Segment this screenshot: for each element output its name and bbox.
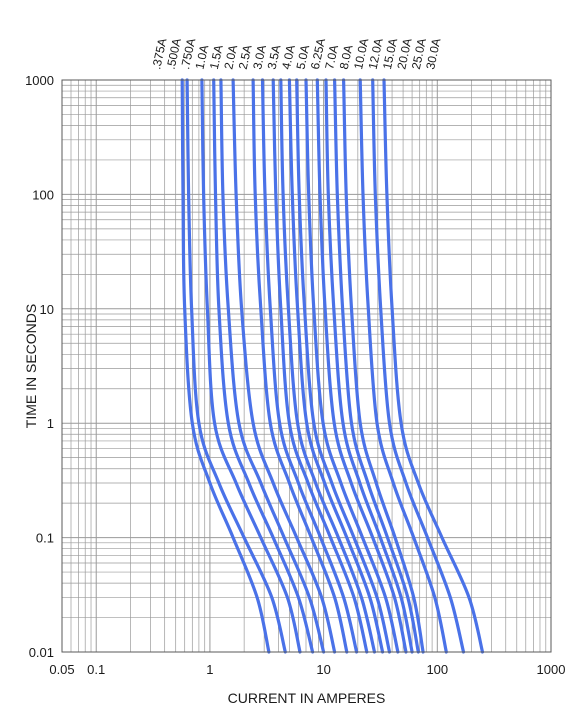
curve-40A [279,78,377,654]
rating-labels: .375A.500A.750A1.0A1.5A2.0A2.5A3.0A3.5A4… [149,37,443,71]
x-tick-label: 0.05 [49,662,74,677]
y-tick-label: 0.1 [36,531,54,546]
rating-label: 3.5A [265,44,284,71]
rating-label: 6.25A [308,37,328,71]
curve-200A [358,78,448,654]
x-tick-label: 10 [316,662,330,677]
y-tick-label: 1 [47,416,54,431]
curve-80A [315,78,408,654]
rating-label: .375A [149,37,169,71]
x-tick-label: 1 [206,662,213,677]
curve-625A [295,78,392,654]
rating-label: 10.0A [351,37,371,71]
curve-10A [212,78,315,654]
curve-70A [304,78,400,654]
rating-label: 25.0A [409,37,429,71]
x-tick-label: 100 [426,662,448,677]
rating-label: 30.0A [423,37,443,71]
curve-30A [260,78,359,654]
curve-35A [271,78,369,654]
rating-label: 12.0A [366,37,386,71]
rating-label: 20.0A [394,37,414,71]
curve-150A [342,78,425,654]
curve-375A [180,78,271,654]
curve-50A [287,78,385,654]
curve-300A [382,78,485,654]
curve-500A [185,78,287,654]
rating-label: 7.0A [322,44,341,71]
curve-20A [231,78,337,654]
x-tick-label: 0.1 [87,662,105,677]
x-axis-title: CURRENT IN AMPERES [228,690,386,706]
rating-label: 2.5A [236,44,255,71]
y-tick-label: 100 [32,187,54,202]
curve-15A [219,78,326,654]
y-tick-label: 10 [40,302,54,317]
rating-label: .750A [178,37,198,71]
rating-label: 4.0A [279,44,298,71]
curve-120A [333,78,420,654]
y-tick-label: 0.01 [29,645,54,660]
curve-100A [324,78,414,654]
curve-group [180,78,485,654]
rating-label: 2.0A [221,44,240,71]
y-axis-title: TIME IN SECONDS [23,304,39,428]
rating-label: .500A [164,37,184,71]
x-tick-label: 1000 [537,662,566,677]
plot-frame [61,79,552,653]
y-tick-label: 1000 [25,73,54,88]
curve-25A [251,78,349,654]
rating-label: 1.0A [193,44,212,71]
curve-250A [371,78,466,654]
rating-label: 5.0A [293,44,312,71]
rating-label: 8.0A [337,44,356,71]
rating-label: 3.0A [250,44,269,71]
curve-750A [200,78,302,654]
x-tick-labels: 0.05 0.1 1 10 100 1000 [49,662,565,677]
rating-label: 1.5A [207,44,226,71]
rating-label: 15.0A [380,37,400,71]
y-tick-labels: 1000 100 10 1 0.1 0.01 [25,73,54,660]
